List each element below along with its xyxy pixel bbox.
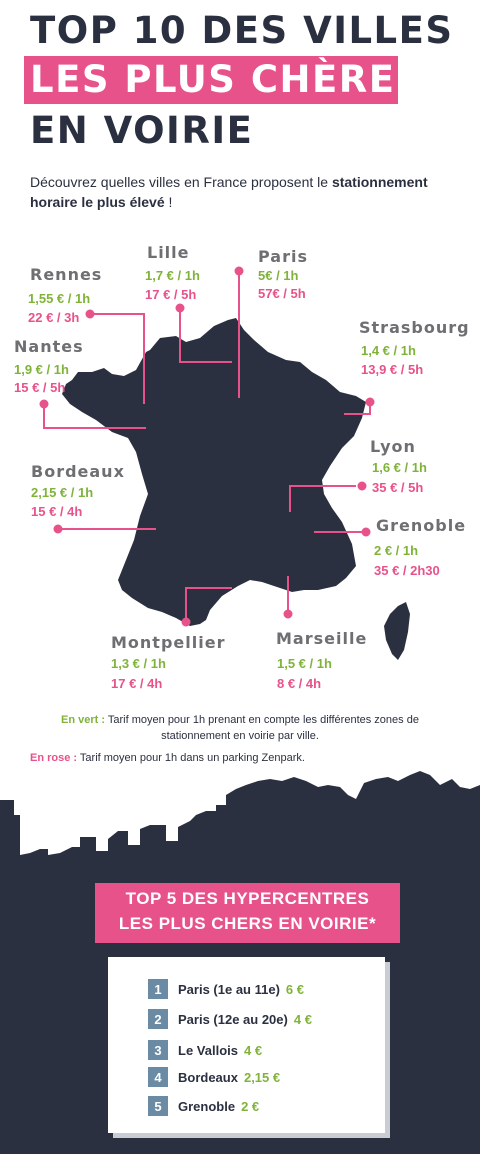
france-shape: [62, 318, 366, 626]
city-pink-montpellier: 17 € / 4h: [111, 676, 163, 691]
strasbourg-dot: [365, 397, 375, 407]
city-green-strasbourg: 1,4 € / 1h: [361, 343, 416, 358]
top5-row: 3 Le Vallois 4 €: [148, 1039, 262, 1061]
rank-value: 2 €: [241, 1098, 260, 1114]
rank-name: Paris (1e au 11e): [178, 981, 280, 997]
city-green-lyon: 1,6 € / 1h: [372, 460, 427, 475]
nantes-line: [43, 404, 146, 429]
city-green-montpellier: 1,3 € / 1h: [111, 656, 166, 671]
city-name-strasbourg: Strasbourg: [359, 318, 470, 337]
montpellier-dot: [181, 617, 191, 627]
top5-title-line1: TOP 5 DES HYPERCENTRES: [125, 889, 370, 908]
title-highlight: [24, 56, 398, 104]
legend-pink-label: En rose :: [30, 752, 78, 764]
city-pink-lyon: 35 € / 5h: [372, 480, 424, 495]
rank-value: 4 €: [293, 1011, 312, 1027]
city-green-grenoble: 2 € / 1h: [374, 543, 419, 558]
rennes-line: [90, 313, 145, 404]
city-pink-grenoble: 35 € / 2h30: [374, 563, 440, 578]
city-green-paris: 5€ / 1h: [258, 268, 299, 283]
intro-bold: stationnement horaire le plus élevé: [30, 174, 428, 210]
city-pink-rennes: 22 € / 3h: [28, 310, 80, 325]
city-pink-lille: 17 € / 5h: [145, 287, 197, 302]
city-name-nantes: Nantes: [14, 337, 84, 356]
top5-row: 2 Paris (12e au 20e) 4 €: [148, 1008, 312, 1030]
connector-lines: [43, 271, 371, 622]
legend-green: En vert : Tarif moyen pour 1h prenant en…: [20, 712, 460, 744]
city-name-lyon: Lyon: [370, 437, 416, 456]
grenoble-dot: [361, 527, 371, 537]
montpellier-line: [185, 587, 232, 622]
city-pink-strasbourg: 13,9 € / 5h: [361, 362, 424, 377]
rank-badge: 1: [148, 979, 168, 999]
rank-name: Grenoble: [178, 1098, 236, 1114]
rank-value: 4 €: [243, 1042, 263, 1058]
corsica-shape: [384, 602, 410, 660]
top5-title-line2: LES PLUS CHERS EN VOIRIE*: [118, 914, 377, 933]
nantes-dot: [39, 399, 49, 409]
legend-green-text1: Tarif moyen pour 1h prenant en compte le…: [105, 714, 419, 726]
legend-green-text2: stationnement en voirie par ville.: [161, 730, 319, 742]
rank-badge: 3: [148, 1040, 168, 1060]
city-name-paris: Paris: [258, 247, 308, 266]
city-pink-marseille: 8 € / 4h: [277, 676, 322, 691]
rank-badge: 4: [148, 1067, 168, 1087]
title-line-2: LES PLUS CHÈRES: [30, 58, 424, 101]
title-line-1: TOP 10 DES VILLES: [30, 9, 454, 52]
city-name-montpellier: Montpellier: [111, 633, 226, 652]
lille-dot: [175, 303, 185, 313]
intro-text: Découvrez quelles villes en France propo…: [30, 172, 470, 212]
legend-pink: En rose : Tarif moyen pour 1h dans un pa…: [30, 750, 305, 766]
city-pink-bordeaux: 15 € / 4h: [31, 504, 83, 519]
city-name-lille: Lille: [147, 243, 190, 262]
city-green-rennes: 1,55 € / 1h: [28, 291, 91, 306]
rank-badge: 5: [148, 1096, 168, 1116]
top5-row: 4 Bordeaux 2,15 €: [148, 1066, 280, 1088]
city-name-marseille: Marseille: [276, 629, 368, 648]
lyon-dot: [357, 481, 367, 491]
lille-line: [179, 308, 232, 363]
city-green-bordeaux: 2,15 € / 1h: [31, 485, 94, 500]
rank-value: 2,15 €: [243, 1069, 281, 1085]
title-line-3: EN VOIRIE: [30, 109, 254, 152]
city-pink-nantes: 15 € / 5h: [14, 380, 66, 395]
bordeaux-dot: [53, 524, 63, 534]
paris-dot: [234, 266, 244, 276]
marseille-dot: [283, 609, 293, 619]
rank-name: Le Vallois: [178, 1042, 238, 1058]
rank-badge: 2: [148, 1009, 168, 1029]
rank-name: Bordeaux: [178, 1069, 238, 1085]
city-name-bordeaux: Bordeaux: [31, 462, 125, 481]
city-pink-paris: 57€ / 5h: [258, 286, 306, 301]
france-map: [39, 266, 410, 660]
legend-pink-text: Tarif moyen pour 1h dans un parking Zenp…: [77, 752, 305, 764]
rank-name: Paris (12e au 20e): [178, 1011, 288, 1027]
intro-part2: !: [164, 194, 173, 210]
legend-green-label: En vert :: [61, 714, 106, 726]
lyon-line: [289, 485, 356, 512]
city-green-nantes: 1,9 € / 1h: [14, 362, 69, 377]
top5-title-box: [95, 883, 400, 943]
rennes-dot: [85, 309, 95, 319]
city-green-marseille: 1,5 € / 1h: [277, 656, 332, 671]
city-name-grenoble: Grenoble: [376, 516, 467, 535]
rank-value: 6 €: [285, 981, 304, 997]
city-name-rennes: Rennes: [30, 265, 103, 284]
top5-row: 1 Paris (1e au 11e) 6 €: [148, 978, 304, 1000]
top5-row: 5 Grenoble 2 €: [148, 1095, 259, 1117]
city-green-lille: 1,7 € / 1h: [145, 268, 200, 283]
intro-part1: Découvrez quelles villes en France propo…: [30, 174, 332, 190]
